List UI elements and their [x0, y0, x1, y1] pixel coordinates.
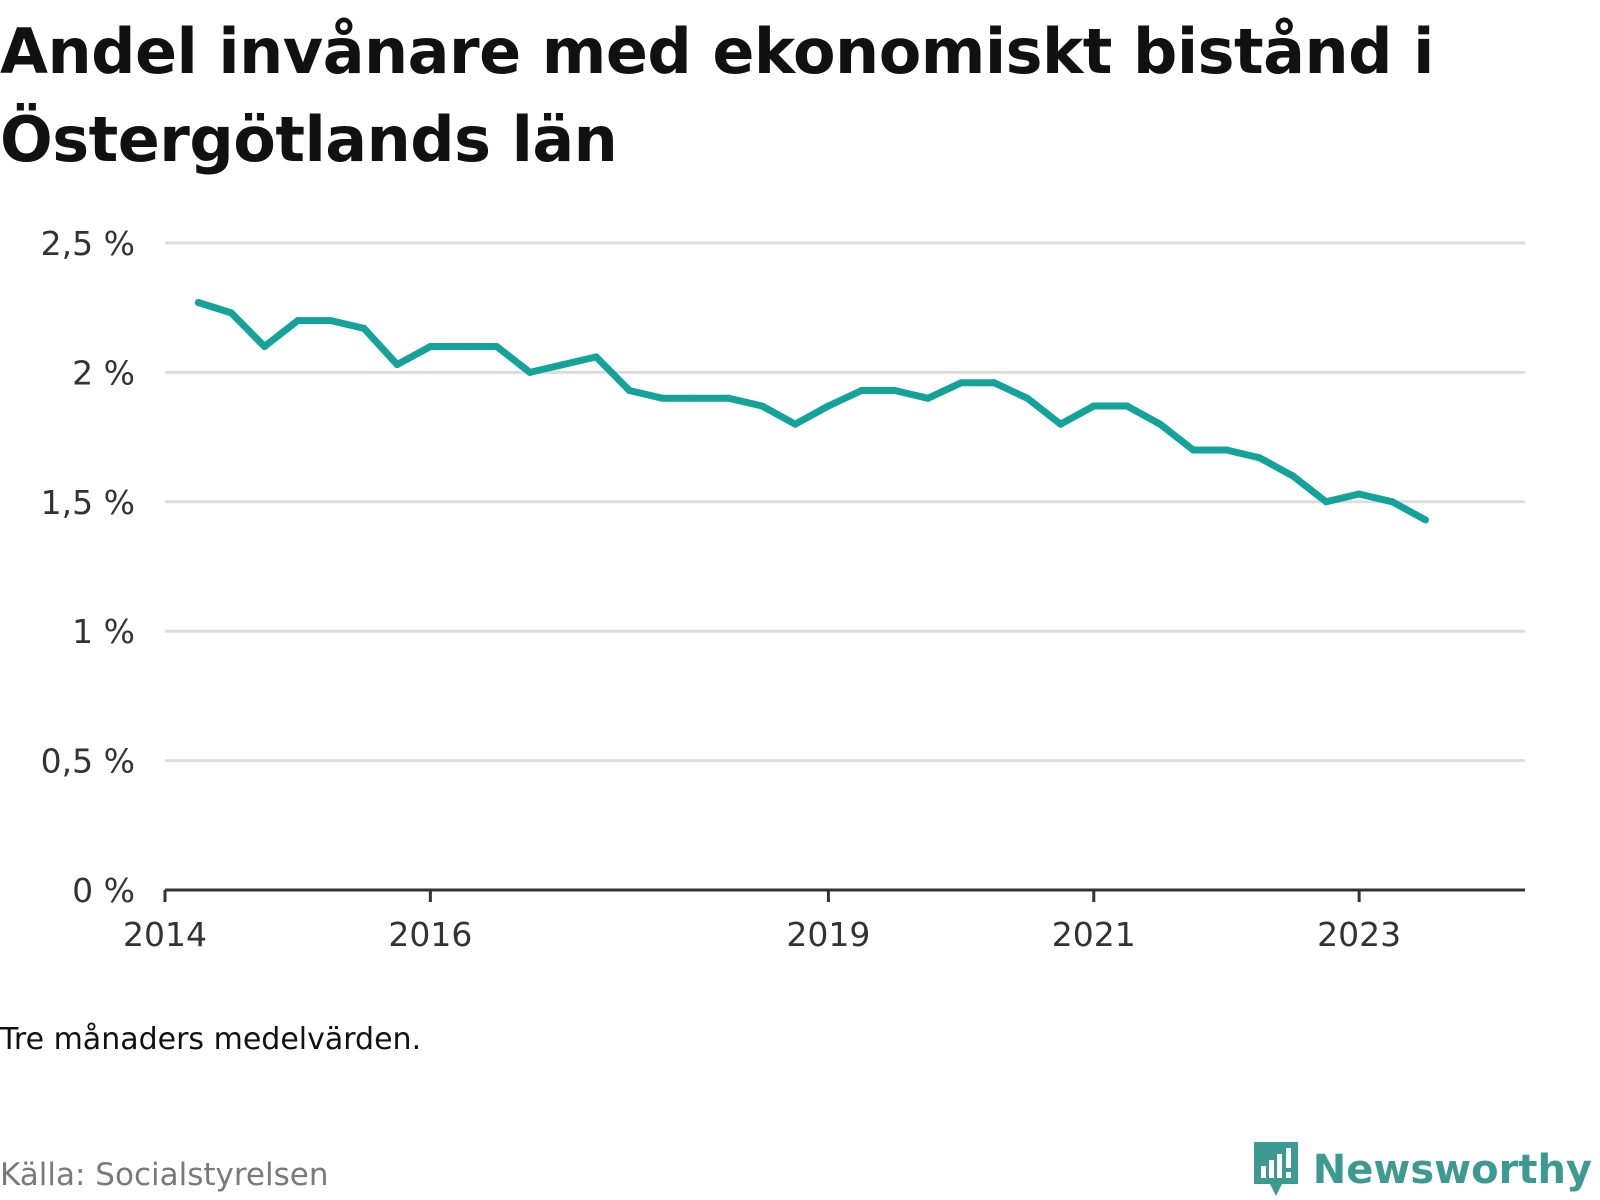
data-point	[659, 394, 667, 402]
data-point	[891, 387, 899, 394]
y-axis-tick-labels: 0 % 0,5 % 1 % 1,5 % 2 % 2,5 %	[41, 224, 135, 910]
data-point	[559, 361, 567, 369]
data-point	[858, 387, 866, 394]
data-point	[1023, 394, 1031, 402]
chart-note: Tre månaders medelvärden.	[0, 1022, 422, 1057]
brand-logo[interactable]: Newsworthy	[1251, 1140, 1592, 1200]
data-point	[592, 353, 600, 361]
gridlines	[165, 241, 1525, 763]
y-tick-label: 0,5 %	[41, 742, 135, 781]
data-point	[957, 379, 965, 387]
data-point	[1256, 454, 1264, 462]
data-point	[261, 343, 268, 350]
x-axis-tick-labels: 2014 2016 2019 2021 2023	[123, 915, 1401, 954]
data-point	[526, 368, 534, 376]
data-point	[824, 402, 832, 410]
series-line	[197, 299, 1428, 523]
x-tick-label: 2021	[1052, 915, 1136, 954]
data-point	[194, 299, 202, 306]
data-point	[1156, 420, 1164, 428]
data-point	[227, 309, 235, 317]
data-point	[493, 343, 501, 350]
chart-title: Andel invånare med ekonomiskt bistånd i …	[0, 15, 1434, 176]
data-point	[1388, 498, 1396, 506]
y-tick-label: 2 %	[72, 353, 135, 392]
data-point	[460, 343, 467, 350]
data-point	[1355, 490, 1363, 498]
data-point	[625, 387, 633, 394]
data-point	[725, 394, 733, 402]
x-tick-label: 2016	[388, 915, 472, 954]
y-tick-label: 0 %	[72, 871, 135, 910]
data-point	[294, 317, 302, 325]
data-point	[1289, 472, 1297, 480]
data-point	[1057, 420, 1065, 428]
line-chart: 0 % 0,5 % 1 % 1,5 % 2 % 2,5 % 2014 2016 2019 202…	[41, 224, 1525, 954]
source-text: Källa: Socialstyrelsen	[0, 1157, 329, 1193]
series	[194, 299, 1429, 524]
data-point	[990, 379, 998, 387]
data-point	[692, 394, 700, 402]
data-point	[327, 317, 335, 325]
data-point	[1189, 446, 1197, 454]
data-point	[426, 343, 434, 350]
data-point	[758, 402, 766, 410]
y-tick-label: 1 %	[72, 612, 135, 651]
data-point	[791, 420, 799, 428]
data-point	[1123, 402, 1131, 410]
data-point	[1090, 402, 1098, 410]
x-axis	[163, 888, 1525, 902]
y-tick-label: 2,5 %	[41, 224, 135, 263]
data-point	[1223, 446, 1230, 454]
newsworthy-logo-icon	[1253, 1142, 1298, 1196]
brand-name: Newsworthy	[1312, 1147, 1592, 1193]
y-tick-label: 1,5 %	[41, 483, 135, 522]
x-tick-label: 2014	[123, 915, 207, 954]
data-point	[1322, 498, 1330, 506]
data-point	[393, 361, 401, 369]
data-point	[360, 324, 368, 332]
x-tick-label: 2023	[1317, 915, 1401, 954]
data-point	[924, 394, 932, 402]
x-tick-label: 2019	[786, 915, 870, 954]
data-point	[1422, 516, 1429, 524]
